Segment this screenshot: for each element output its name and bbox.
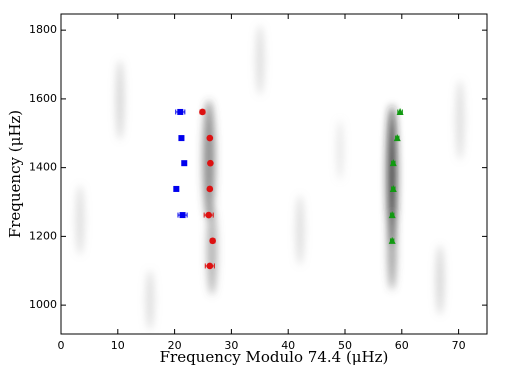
x-tick-label: 60: [395, 339, 409, 352]
spectrum-background: [76, 25, 464, 330]
x-tick-label: 30: [224, 339, 238, 352]
point: [209, 237, 216, 245]
y-tick-label: 1200: [29, 229, 57, 242]
point: [173, 185, 180, 192]
y-axis-label: Frequency (μHz): [6, 110, 24, 238]
point: [388, 211, 396, 219]
point: [179, 212, 186, 219]
x-tick-label: 10: [111, 339, 125, 352]
x-tick-label: 0: [58, 339, 65, 352]
point: [388, 236, 396, 244]
point: [178, 135, 185, 142]
x-axis-label: Frequency Modulo 74.4 (μHz): [160, 348, 389, 366]
point: [389, 159, 397, 167]
point: [206, 185, 214, 193]
y-tick-label: 1000: [29, 298, 57, 311]
plot-frame: [60, 13, 488, 335]
x-tick-label: 70: [452, 339, 466, 352]
point: [206, 134, 214, 142]
x-tick-label: 50: [338, 339, 352, 352]
point: [177, 108, 184, 115]
y-tick-label: 1800: [29, 23, 57, 36]
x-tick-label: 40: [281, 339, 295, 352]
point: [393, 134, 401, 142]
x-tick-label: 20: [168, 339, 182, 352]
y-tick-label: 1400: [29, 161, 57, 174]
point: [205, 211, 212, 219]
plot-area: [61, 14, 487, 334]
point: [199, 108, 206, 116]
point: [396, 107, 404, 115]
point: [181, 160, 188, 167]
y-tick-label: 1600: [29, 92, 57, 105]
point: [207, 159, 214, 167]
point: [206, 262, 214, 270]
point: [389, 184, 397, 192]
